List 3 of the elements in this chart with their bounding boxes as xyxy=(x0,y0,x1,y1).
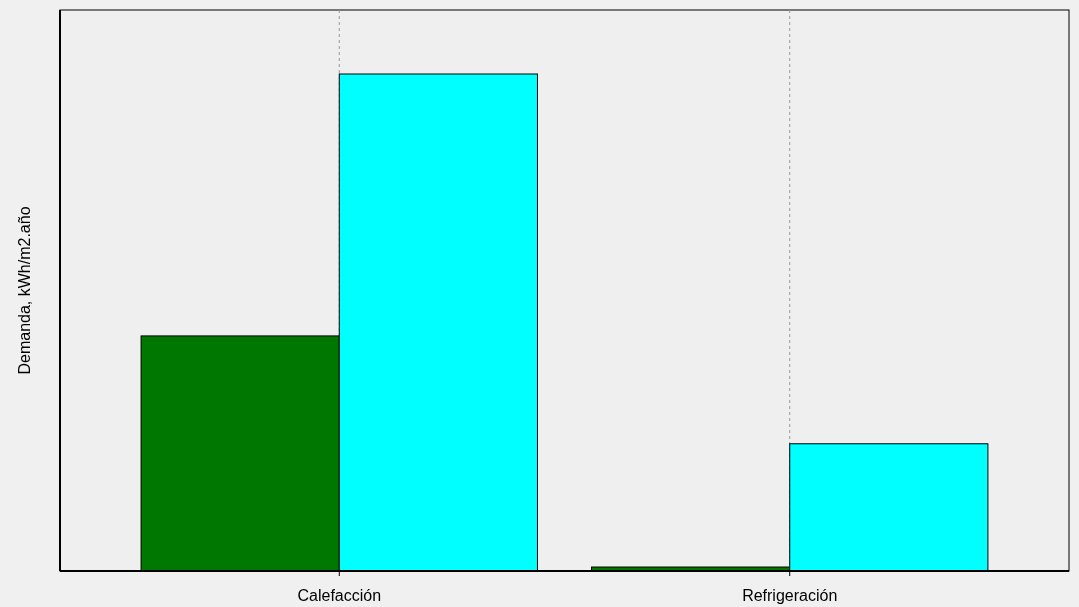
x-tick-label: Calefacción xyxy=(297,587,382,604)
x-tick-label: Refrigeración xyxy=(742,587,838,604)
y-axis-title: Demanda, kWh/m2.año xyxy=(16,206,33,375)
